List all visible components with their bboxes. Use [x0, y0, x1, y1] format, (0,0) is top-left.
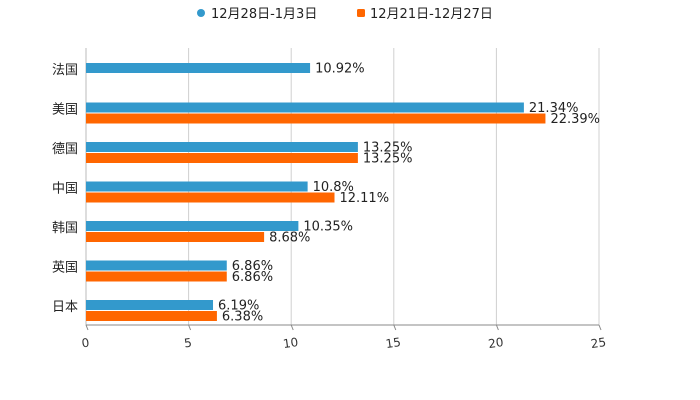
bars	[86, 63, 546, 321]
x-tick-mark-0	[85, 324, 89, 331]
x-tick-label: 15	[385, 335, 402, 351]
bar-series-1	[86, 63, 311, 73]
legend-label-series-2: 12月21日-12月27日	[370, 7, 493, 22]
data-label: 21.34%	[529, 101, 579, 116]
bar-series-1	[86, 142, 358, 152]
x-tick-label: 20	[487, 335, 504, 351]
bar-series-2	[86, 232, 265, 242]
bar-series-1	[86, 102, 524, 113]
bar-series-2	[86, 113, 546, 124]
x-tick-label: 25	[590, 335, 607, 351]
category-label: 中国	[52, 182, 78, 197]
bar-series-1	[86, 181, 308, 192]
x-tick-mark-25	[598, 324, 602, 331]
category-label: 德国	[52, 142, 78, 157]
bar-series-1	[86, 300, 214, 310]
category-label: 法国	[52, 63, 78, 78]
data-label: 13.25%	[363, 152, 413, 167]
legend: 12月28日-1月3日 12月21日-12月27日	[197, 7, 493, 22]
data-label: 10.92%	[315, 62, 365, 77]
data-label: 10.35%	[303, 220, 353, 235]
legend-label-series-1: 12月28日-1月3日	[211, 7, 317, 22]
x-tick-mark-20	[495, 324, 499, 331]
bar-series-2	[86, 192, 335, 203]
bar-series-1	[86, 221, 299, 231]
data-label: 8.68%	[269, 231, 310, 246]
data-label: 13.25%	[363, 141, 413, 156]
bar-series-2	[86, 153, 358, 163]
category-label: 美国	[52, 103, 78, 118]
data-label: 6.86%	[232, 270, 273, 285]
data-label: 6.19%	[218, 299, 259, 314]
x-tick-label: 0	[81, 336, 91, 351]
x-tick-label: 5	[183, 336, 193, 351]
bar-series-1	[86, 260, 227, 271]
data-label: 12.11%	[339, 191, 389, 206]
category-label: 日本	[52, 300, 78, 315]
legend-marker-series-1	[197, 9, 205, 17]
category-label: 英国	[52, 261, 78, 276]
category-label: 韩国	[52, 221, 78, 236]
x-tick-mark-5	[188, 324, 192, 331]
data-label: 6.86%	[232, 259, 273, 274]
x-tick-mark-10	[290, 324, 294, 331]
data-label: 10.8%	[313, 180, 354, 195]
data-label: 6.38%	[222, 310, 263, 325]
bar-series-2	[86, 271, 227, 282]
legend-marker-series-2	[357, 9, 365, 17]
x-tick-mark-15	[393, 324, 397, 331]
value-labels: 10.92% 21.34%22.39% 13.25%13.25% 10.8%12.11…	[218, 62, 600, 325]
x-tick-label: 10	[282, 335, 299, 351]
x-axis: 0 5 10 15 20 25	[81, 48, 607, 351]
bar-series-2	[86, 311, 217, 321]
data-label: 22.39%	[550, 112, 600, 127]
